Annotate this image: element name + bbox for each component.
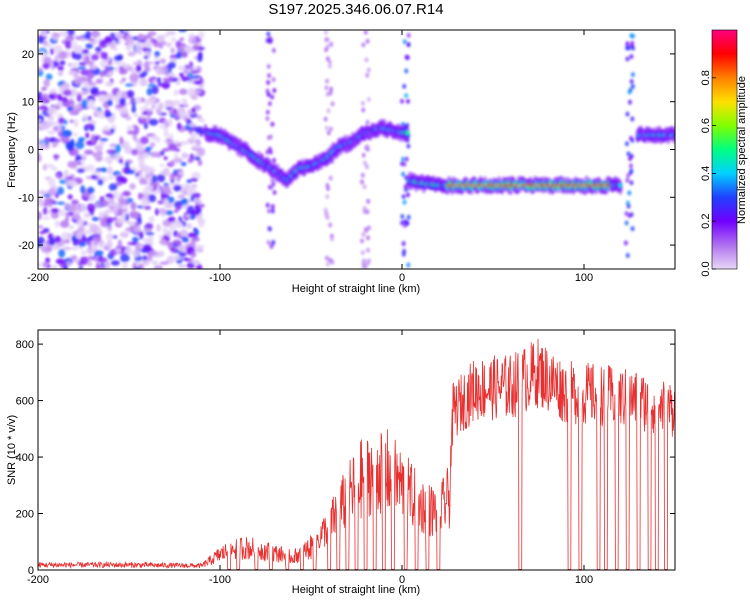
- snr-series-line: [38, 338, 675, 570]
- snr-axes: -200 -100 0 100 800 600 400 200 0: [16, 330, 675, 586]
- snr-y-tick-label: 800: [16, 339, 34, 351]
- snr-y-tick-label: 400: [16, 452, 34, 464]
- spectrogram-x-tick-label: 0: [399, 272, 405, 284]
- snr-y-tick-label: 200: [16, 509, 34, 521]
- colorbar-gradient: [711, 29, 738, 270]
- snr-y-label: SNR (10 * v/v): [6, 415, 18, 485]
- colorbar: 0.0 0.2 0.4 0.6 0.8 Normalized spectral ampl…: [700, 29, 748, 277]
- snr-frame: [37, 329, 676, 571]
- snr-x-tick-label: 0: [399, 574, 405, 586]
- colorbar-tick-label: 0.2: [700, 214, 712, 229]
- chart-title: S197.2025.346.06.07.R14: [268, 1, 443, 18]
- snr-x-tick-label: 100: [575, 574, 593, 586]
- spectrogram-y-tick-label: 20: [22, 49, 34, 61]
- snr-x-tick-label: -200: [27, 574, 49, 586]
- snr-y-tick-label: 0: [28, 565, 34, 577]
- colorbar-tick-label: 0.0: [700, 261, 712, 276]
- spectrogram-y-tick-label: -20: [18, 240, 34, 252]
- colorbar-ticks: 0.0 0.2 0.4 0.6 0.8: [700, 70, 716, 277]
- colorbar-tick-label: 0.8: [700, 70, 712, 85]
- snr-x-tick-label: -100: [209, 574, 231, 586]
- snr-y-tick-label: 600: [16, 396, 34, 408]
- spectrogram-x-tick-label: -100: [209, 272, 231, 284]
- snr-panel: -200 -100 0 100 800 600 400 200 0 Height of stra…: [6, 329, 676, 596]
- snr-x-label: Height of straight line (km): [292, 584, 420, 596]
- spectrogram-image: [38, 30, 675, 269]
- spectrogram-x-tick-label: -200: [27, 272, 49, 284]
- spectrogram-y-tick-label: -10: [18, 192, 34, 204]
- spectrogram-y-tick-label: 0: [28, 145, 34, 157]
- spectrogram-x-tick-label: 100: [575, 272, 593, 284]
- colorbar-tick-label: 0.4: [700, 166, 712, 181]
- spectrogram-y-tick-label: 10: [22, 97, 34, 109]
- spectrogram-y-label: Frequency (Hz): [6, 112, 18, 188]
- colorbar-tick-label: 0.6: [700, 118, 712, 133]
- spectrogram-x-label: Height of straight line (km): [292, 283, 420, 295]
- snr-background: [38, 330, 675, 570]
- colorbar-label: Normalized spectral amplitude: [736, 76, 748, 224]
